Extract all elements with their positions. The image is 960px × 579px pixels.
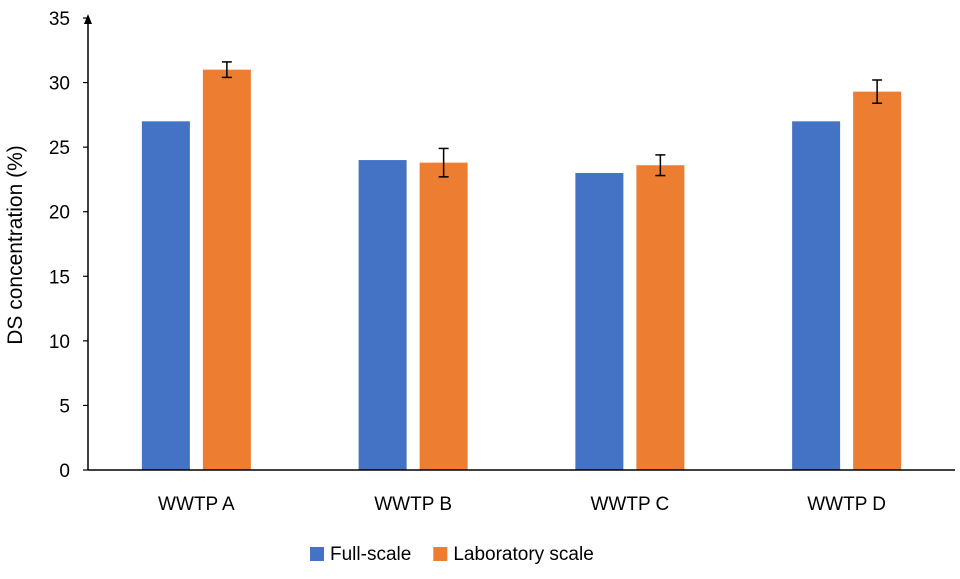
y-tick-label: 0 xyxy=(59,461,70,482)
axes-group xyxy=(84,14,955,471)
legend-swatch xyxy=(433,547,448,561)
legend-label: Laboratory scale xyxy=(453,544,593,565)
x-category-labels: WWTP A WWTP B WWTP C WWTP D xyxy=(158,494,886,515)
bar-full-scale xyxy=(792,121,841,471)
legend-swatch xyxy=(310,547,324,561)
y-tick-label: 15 xyxy=(49,267,70,288)
bar-laboratory-scale xyxy=(853,91,902,471)
bars-group xyxy=(141,69,902,471)
y-tick-label: 25 xyxy=(49,138,70,159)
y-tick-label: 35 xyxy=(49,9,70,30)
x-category-label: WWTP A xyxy=(158,494,235,515)
bar-laboratory-scale xyxy=(419,162,468,470)
error-bars-group xyxy=(221,61,883,178)
bar-full-scale xyxy=(141,121,190,471)
legend: Full-scale Laboratory scale xyxy=(310,544,594,565)
y-tick-label: 30 xyxy=(49,74,70,95)
legend-label: Full-scale xyxy=(330,544,411,565)
x-category-label: WWTP B xyxy=(374,494,452,515)
bar-laboratory-scale xyxy=(636,165,685,471)
y-tick-label: 5 xyxy=(59,396,70,417)
bar-laboratory-scale xyxy=(202,69,251,471)
y-tick-label: 10 xyxy=(49,332,70,353)
x-category-label: WWTP D xyxy=(807,494,886,515)
bar-full-scale xyxy=(358,160,407,471)
y-ticks-group: 0 5 10 15 20 25 30 35 xyxy=(49,9,88,482)
y-tick-label: 20 xyxy=(49,203,70,224)
y-axis-arrow xyxy=(84,14,92,24)
bar-full-scale xyxy=(575,172,624,470)
x-category-label: WWTP C xyxy=(590,494,669,515)
y-axis-title: DS concentration (%) xyxy=(4,145,27,345)
